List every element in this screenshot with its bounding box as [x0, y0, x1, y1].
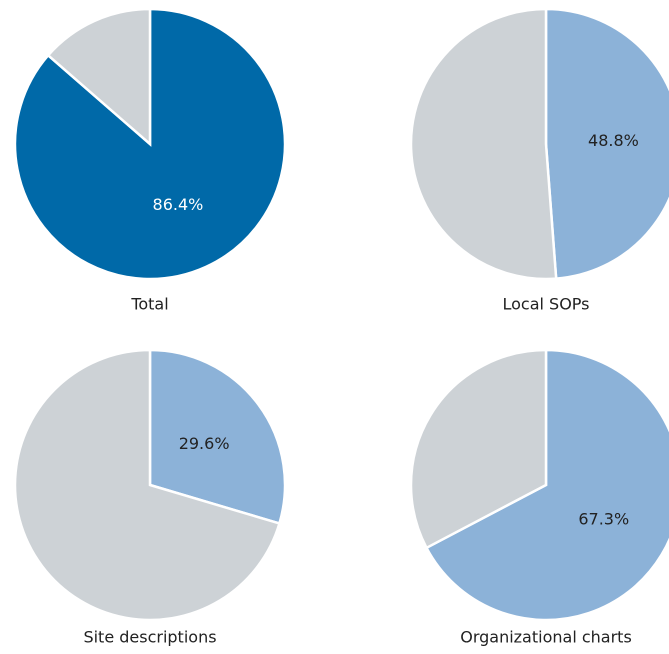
pie-title: Organizational charts: [460, 628, 632, 647]
pie-slice: [409, 348, 548, 550]
slice-label: 48.8%: [588, 131, 639, 150]
pie-slice: [424, 348, 669, 622]
pie-slice: [13, 348, 281, 622]
slice-label: 86.4%: [153, 195, 204, 214]
slice-label: 67.3%: [578, 509, 629, 528]
pie-title: Site descriptions: [83, 628, 216, 647]
pie-title: Total: [130, 295, 168, 314]
pie-slice: [409, 7, 558, 281]
pie-title: Local SOPs: [502, 295, 589, 314]
pie-slice: [148, 348, 287, 526]
slice-label: 29.6%: [179, 434, 230, 453]
pie-slice: [544, 7, 669, 280]
pie-slice: [46, 7, 152, 147]
